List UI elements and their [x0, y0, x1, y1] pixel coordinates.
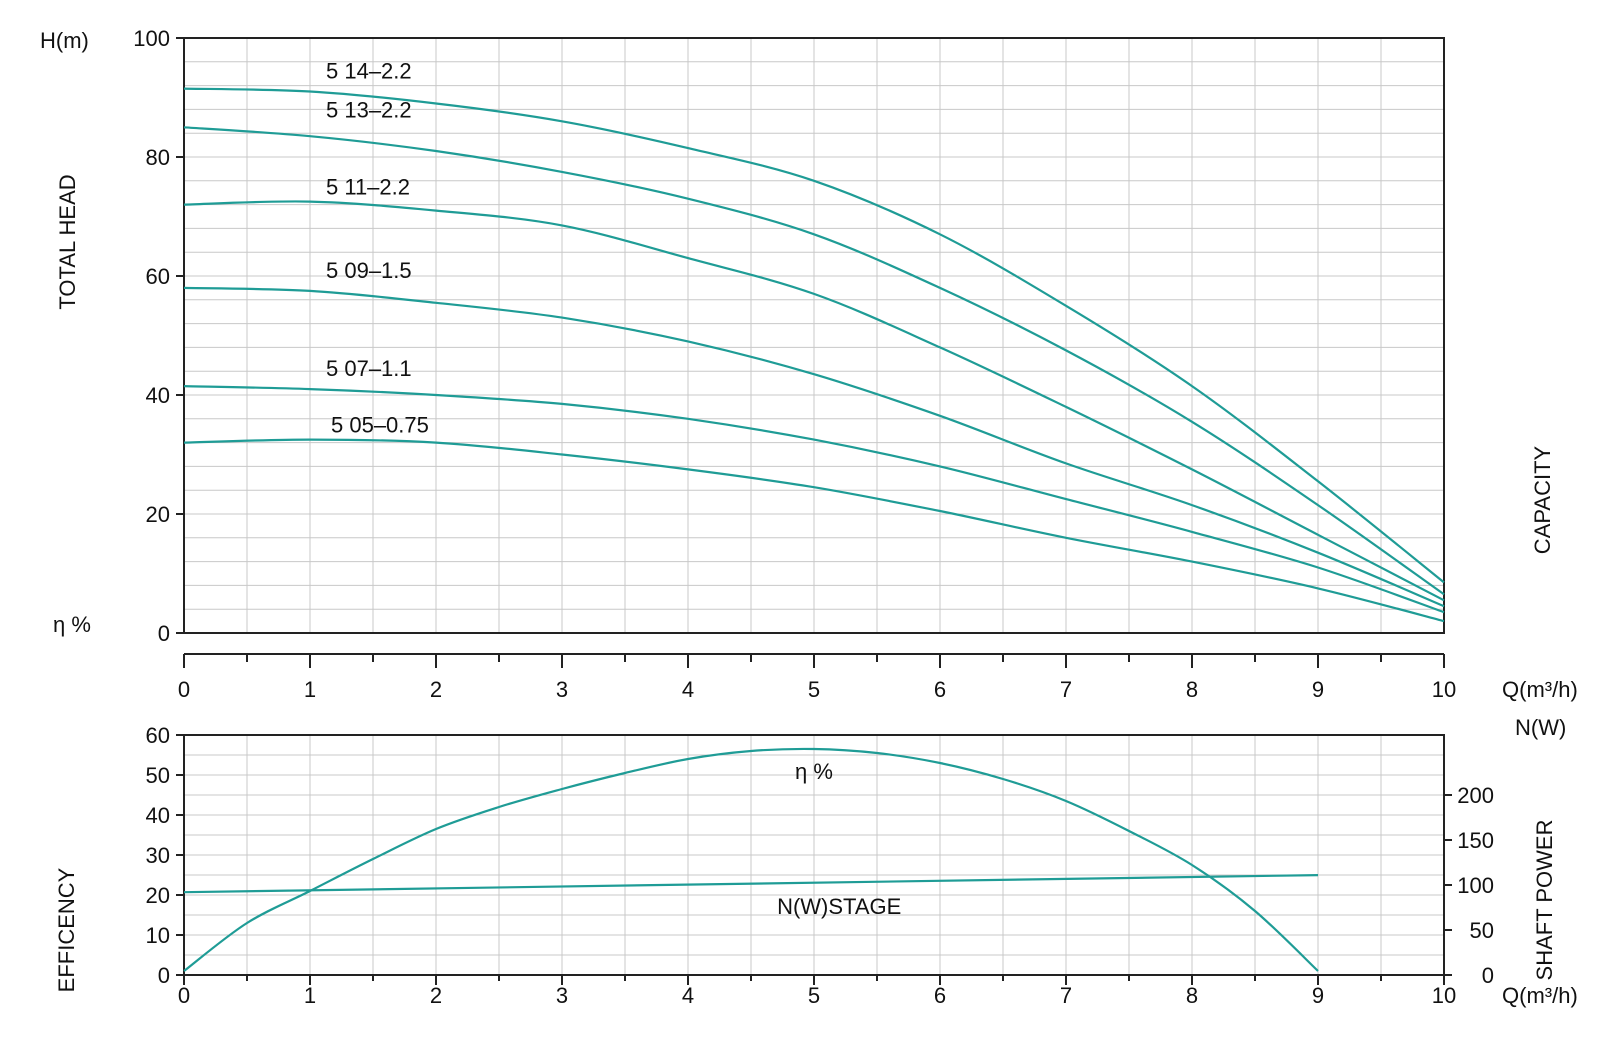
curve-label: 5 14–2.2	[326, 59, 412, 84]
x-tick-label: 10	[1432, 677, 1456, 702]
head-curve	[183, 200, 1445, 602]
head-grid	[183, 37, 1445, 634]
x-tick-label: 4	[682, 983, 694, 1008]
y-tick-label: 40	[146, 383, 170, 408]
curve-label: 5 07–1.1	[326, 356, 412, 381]
efficiency-axes: 0 10 20 30 40 50 60 0 50 100 150 200 0 1 2 3 4 5 6 7 8 9 10	[146, 723, 1494, 1008]
efficiency-curve-label: η %	[795, 759, 833, 784]
x-tick-label: 7	[1060, 983, 1072, 1008]
efficiency-curves: η % N(W)STAGE	[183, 747, 1319, 972]
efficiency-grid	[183, 734, 1445, 976]
x-tick-label: 0	[178, 983, 190, 1008]
power-curve	[183, 874, 1319, 894]
head-curves: 5 14–2.2 5 13–2.2 5 11–2.2 5 09–1.5 5 07–1.1…	[183, 59, 1445, 623]
head-curve	[183, 87, 1445, 584]
y2-tick-label: 100	[1457, 873, 1494, 898]
y-tick-label: 0	[158, 621, 170, 646]
efficiency-x-axis-label: Q(m³/h)	[1502, 983, 1578, 1008]
y-tick-label: 20	[146, 502, 170, 527]
x-tick-label: 6	[934, 983, 946, 1008]
y-tick-label: 20	[146, 883, 170, 908]
y-tick-label: 100	[133, 26, 170, 51]
y2-tick-label: 0	[1482, 963, 1494, 988]
y-tick-label: 0	[158, 963, 170, 988]
curve-label: 5 11–2.2	[326, 175, 410, 200]
x-tick-label: 1	[304, 677, 316, 702]
y2-tick-label: 200	[1457, 783, 1494, 808]
head-y-unit: H(m)	[40, 28, 89, 53]
head-plot-frame	[183, 37, 1445, 634]
y2-tick-label: 50	[1470, 918, 1494, 943]
x-tick-label: 2	[430, 677, 442, 702]
y-tick-label: 10	[146, 923, 170, 948]
curve-label: 5 09–1.5	[326, 258, 412, 283]
head-x-axis-label: Q(m³/h)	[1502, 677, 1578, 702]
head-curve	[183, 385, 1445, 614]
head-curve	[183, 438, 1445, 623]
y-tick-label: 60	[146, 723, 170, 748]
x-tick-label: 5	[808, 983, 820, 1008]
power-unit-label: N(W)	[1515, 715, 1566, 740]
head-y-axis-label: TOTAL HEAD	[55, 174, 80, 309]
head-curve	[183, 286, 1445, 608]
head-y-bottom-label: η %	[53, 612, 91, 637]
y2-tick-label: 150	[1457, 828, 1494, 853]
capacity-label: CAPACITY	[1530, 445, 1555, 554]
x-tick-label: 5	[808, 677, 820, 702]
x-tick-label: 2	[430, 983, 442, 1008]
head-curve	[183, 126, 1445, 596]
shaft-power-label: SHAFT POWER	[1532, 820, 1557, 981]
y-tick-label: 40	[146, 803, 170, 828]
efficiency-curve	[183, 747, 1319, 972]
curve-label: 5 05–0.75	[331, 413, 429, 438]
x-tick-label: 4	[682, 677, 694, 702]
x-tick-label: 8	[1186, 983, 1198, 1008]
y-tick-label: 50	[146, 763, 170, 788]
efficiency-y-axis-label: EFFICENCY	[54, 867, 79, 992]
y-tick-label: 60	[146, 264, 170, 289]
x-tick-label: 9	[1312, 677, 1324, 702]
curve-label: 5 13–2.2	[326, 97, 412, 122]
x-tick-label: 1	[304, 983, 316, 1008]
x-tick-label: 9	[1312, 983, 1324, 1008]
x-tick-label: 3	[556, 677, 568, 702]
x-tick-label: 0	[178, 677, 190, 702]
x-tick-label: 8	[1186, 677, 1198, 702]
head-axes: 0 20 40 60 80 100 0 1 2 3 4 5 6 7 8 9 10	[133, 26, 1456, 702]
y-tick-label: 30	[146, 843, 170, 868]
y-tick-label: 80	[146, 145, 170, 170]
x-tick-label: 6	[934, 677, 946, 702]
x-tick-label: 7	[1060, 677, 1072, 702]
power-curve-label: N(W)STAGE	[777, 894, 901, 919]
x-tick-label: 10	[1432, 983, 1456, 1008]
x-tick-label: 3	[556, 983, 568, 1008]
